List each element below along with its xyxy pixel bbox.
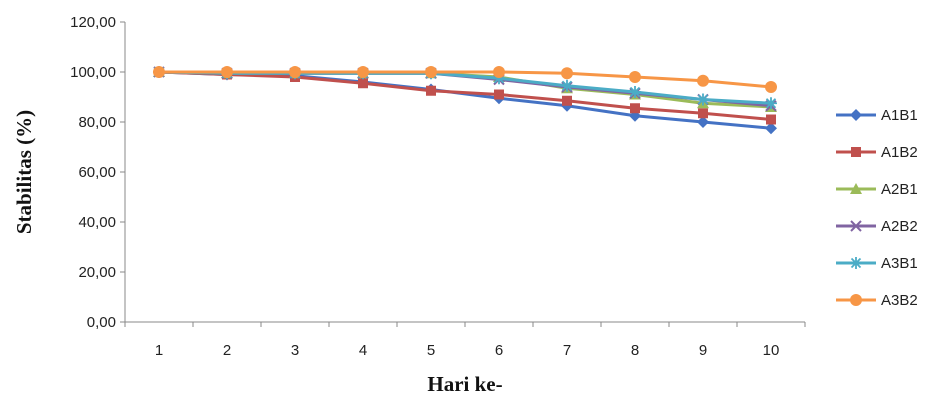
axes: 0,00 20,00 40,00 60,00 80,00 100,00 120,00 1 2 3 4… [70,14,806,359]
legend-label: A3B1 [881,255,918,272]
data-point [289,66,301,78]
data-point [493,72,505,85]
series-a3b2 [153,66,777,93]
x-tick-label: 2 [223,342,231,359]
legend-label: A3B2 [881,292,918,309]
data-point [765,81,777,93]
series-layer [153,66,777,135]
y-tick-label: 100,00 [70,64,116,81]
y-tick-label: 60,00 [78,164,116,181]
legend: A1B1 A1B2 A2B1 A2B2 A3B1 A3B2 [836,107,918,309]
data-point [426,85,436,96]
legend-item-a1b1: A1B1 [836,107,918,124]
data-point [698,108,708,119]
x-tick-label: 9 [699,342,707,359]
x-tick-label: 8 [631,342,639,359]
legend-marker [850,109,862,121]
series-line-a1b2 [158,70,772,121]
x-tick-label: 4 [359,342,367,359]
legend-marker [850,220,862,232]
data-point [493,66,505,78]
y-tick-label: 80,00 [78,114,116,131]
data-point [221,66,233,78]
x-tick-label: 6 [495,342,503,359]
y-tick-label: 120,00 [70,14,116,31]
x-tick-label: 1 [155,342,163,359]
x-tick-label: 5 [427,342,435,359]
legend-item-a3b2: A3B2 [836,292,918,309]
legend-marker [851,147,861,157]
legend-marker [850,183,862,194]
legend-marker [850,294,862,306]
legend-label: A1B1 [881,107,918,124]
data-point [629,71,641,83]
data-point [562,95,572,106]
data-point [561,67,573,80]
data-point [765,122,777,135]
data-point [766,114,776,125]
legend-label: A2B1 [881,181,918,198]
y-tick-label: 40,00 [78,214,116,231]
legend-item-a1b2: A1B2 [836,144,918,161]
data-point [629,86,641,98]
legend-label: A1B2 [881,144,918,161]
data-point [357,66,369,78]
data-point [765,97,777,110]
data-point [630,103,640,114]
series-line-a3b2 [159,70,772,89]
y-tick-label: 20,00 [78,264,116,281]
x-axis-title: Hari ke- [427,372,502,396]
x-tick-label: 3 [291,342,299,359]
y-tick-label: 0,00 [87,314,116,331]
y-axis-title: Stabilitas (%) [12,110,36,234]
data-point [358,78,368,89]
data-point [153,66,165,78]
data-point [697,93,709,106]
legend-item-a3b1: A3B1 [836,255,918,272]
legend-marker [850,257,862,269]
legend-label: A2B2 [881,218,918,235]
data-point [697,116,709,128]
legend-item-a2b1: A2B1 [836,181,918,198]
data-point [697,74,709,87]
x-tick-label: 7 [563,342,571,359]
x-tick-label: 10 [763,342,780,359]
legend-item-a2b2: A2B2 [836,218,918,235]
data-point [494,89,504,100]
data-point [561,79,573,92]
data-point [425,66,437,78]
